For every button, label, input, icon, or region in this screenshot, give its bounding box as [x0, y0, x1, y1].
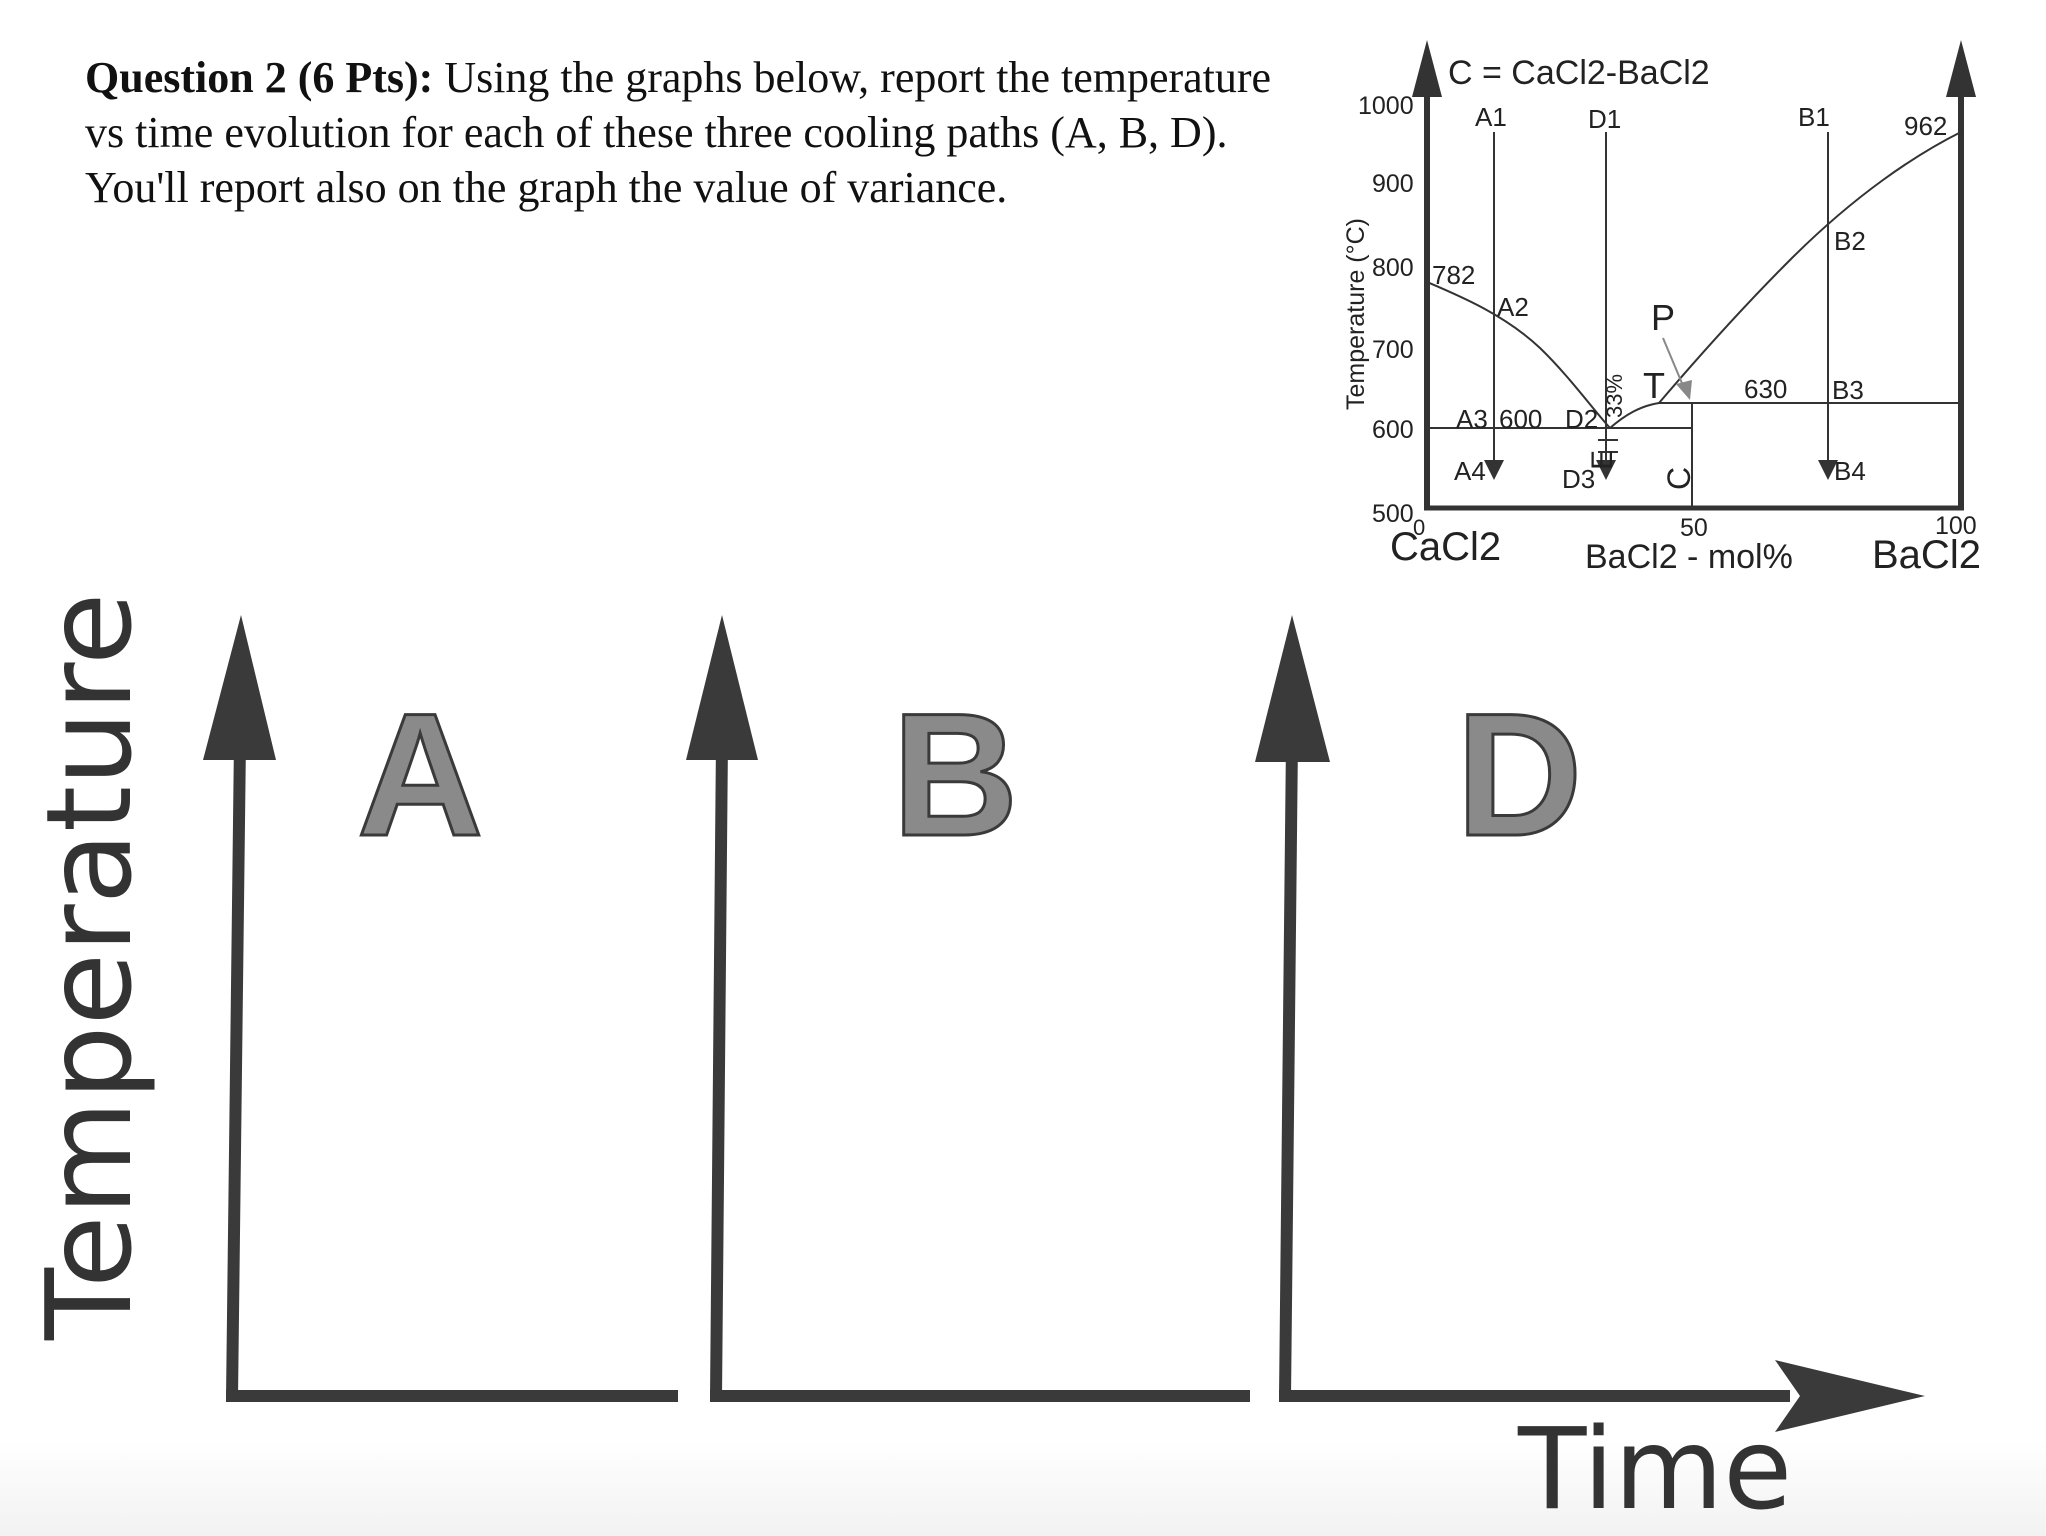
panel-B-y-axis [710, 739, 728, 1399]
graph-panel-D: D [1255, 615, 1925, 1432]
pd-x-axis-label: BaCl2 - mol% [1585, 538, 1793, 576]
phase-diagram: C = CaCl2-BaCl2 Temperature (°C) 1000 90… [1342, 40, 1981, 577]
pd-peritectic-temp: 630 [1744, 374, 1787, 404]
pd-y-axis-label: Temperature (°C) [1342, 218, 1370, 410]
pd-melting-right: 962 [1904, 111, 1947, 141]
pd-label-D3: D3 [1562, 464, 1595, 494]
panel-A-letter: A [357, 678, 483, 873]
pd-left-axis-arrow [1412, 40, 1442, 97]
pd-xtick-100: 100 [1935, 512, 1977, 540]
panel-A-y-arrow [203, 615, 276, 760]
pd-label-E: E [1586, 450, 1619, 470]
question-body: Using the graphs below, report the tempe… [85, 53, 1272, 212]
pd-label-P: P [1651, 297, 1675, 338]
panel-B-letter: B [892, 678, 1018, 873]
pd-melting-left: 782 [1432, 260, 1475, 290]
pd-xtick-50: 50 [1680, 514, 1708, 542]
cooling-graphs: A B D Temperature Time [20, 593, 1925, 1535]
pd-label-A1: A1 [1475, 102, 1507, 132]
pd-eutectic-to-peritectic [1609, 402, 1660, 429]
pd-eutectic-composition: 33% [1602, 374, 1627, 418]
pd-label-A4: A4 [1454, 456, 1486, 486]
pd-label-B4: B4 [1834, 456, 1866, 486]
pd-label-A2: A2 [1497, 292, 1529, 322]
panel-A-y-axis [226, 739, 246, 1399]
pd-ytick-900: 900 [1372, 170, 1414, 198]
pd-liquidus-right [1658, 131, 1962, 404]
pd-ytick-500: 500 [1372, 500, 1414, 528]
question-heading: Question 2 (6 Pts): [85, 53, 434, 102]
pd-label-B1: B1 [1798, 102, 1830, 132]
pd-left-component: CaCl2 [1390, 525, 1501, 569]
pd-label-C: C [1661, 467, 1697, 490]
time-axis-label: Time [1517, 1405, 1792, 1535]
panel-D-y-axis [1279, 739, 1298, 1399]
graph-panel-B: B [686, 615, 1250, 1402]
pd-liquidus-left [1426, 281, 1611, 429]
pd-ytick-600: 600 [1372, 416, 1414, 444]
pd-eutectic-temp: 600 [1499, 404, 1542, 434]
pd-ytick-700: 700 [1372, 336, 1414, 364]
panel-D-x-arrow [1775, 1360, 1925, 1432]
pd-peritectic-pointer [1662, 337, 1685, 389]
pd-label-D2: D2 [1565, 404, 1598, 434]
graph-panel-A: A [203, 615, 678, 1402]
pd-label-B2: B2 [1834, 226, 1866, 256]
pd-ytick-800: 800 [1372, 254, 1414, 282]
panel-B-y-arrow [686, 615, 758, 760]
panel-D-y-arrow [1255, 615, 1330, 762]
pd-label-B3: B3 [1832, 375, 1864, 405]
pd-label-A3: A3 [1456, 404, 1488, 434]
temperature-axis-label: Temperature [20, 593, 158, 1341]
question-text: Question 2 (6 Pts): Using the graphs bel… [85, 50, 1285, 215]
pd-label-T: T [1643, 365, 1665, 406]
pd-right-component: BaCl2 [1872, 533, 1981, 577]
pd-label-D1: D1 [1588, 104, 1621, 134]
pd-ytick-1000: 1000 [1358, 92, 1414, 120]
pd-peritectic-pointer-head [1676, 380, 1692, 400]
pd-xtick-0: 0 [1413, 515, 1425, 540]
pd-title: C = CaCl2-BaCl2 [1448, 54, 1710, 92]
panel-D-letter: D [1456, 678, 1582, 873]
pd-right-axis-arrow [1946, 40, 1976, 97]
